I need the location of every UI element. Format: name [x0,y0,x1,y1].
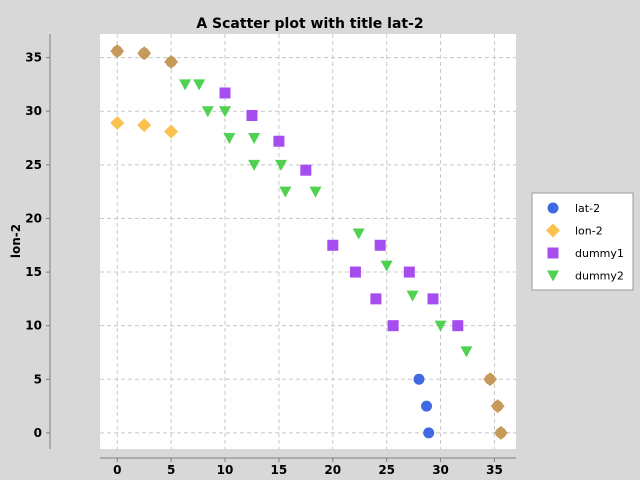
point-dummy2 [380,260,393,272]
legend-label-dummy2: dummy2 [575,270,624,283]
point-dummy1 [327,239,339,251]
y-tick-label: 35 [25,51,42,65]
point-dummy1 [273,135,285,147]
point-dummy2 [179,79,192,91]
y-tick-label: 0 [34,426,42,440]
y-tick-label: 25 [25,158,42,172]
point-lon-2 [137,46,152,61]
point-dummy1 [349,266,361,278]
point-dummy2 [201,106,214,118]
point-dummy1 [246,109,258,121]
point-dummy2 [193,79,206,91]
point-dummy2 [275,159,288,171]
y-tick-label: 10 [25,319,42,333]
point-lat-2 [421,400,433,412]
point-lon-2 [493,425,508,440]
x-tick-label: 0 [113,463,121,477]
y-tick-label: 30 [25,104,42,118]
x-ticks: 0 5 10 15 20 25 30 35 [113,458,503,477]
legend: lat-2 lon-2 dummy1 dummy2 [531,192,634,291]
chart-title: A Scatter plot with title lat-2 [196,16,423,32]
point-dummy2 [223,133,236,145]
point-lon-2 [164,54,179,69]
point-dummy2 [219,106,232,118]
point-dummy2 [352,228,365,240]
legend-label-lon-2: lon-2 [575,225,603,238]
plot-area [100,34,516,449]
point-lon-2 [490,399,505,414]
point-dummy2 [279,186,292,198]
legend-marker-dummy1 [547,247,559,259]
data-points [110,44,508,440]
point-dummy2 [460,346,473,358]
y-tick-label: 15 [25,265,42,279]
point-dummy1 [387,320,399,332]
point-lon-2 [110,44,125,59]
y-ticks: 0 5 10 15 20 25 30 35 [25,51,50,440]
point-lat-2 [413,373,425,385]
point-dummy1 [374,239,386,251]
point-dummy2 [248,133,261,145]
x-tick-label: 5 [167,463,175,477]
legend-marker-lon-2 [546,223,560,238]
point-dummy1 [403,266,415,278]
point-dummy1 [219,87,231,99]
x-tick-label: 25 [378,463,395,477]
point-dummy2 [309,186,322,198]
point-lon-2 [164,124,179,139]
axes [49,34,516,459]
point-dummy1 [427,293,439,305]
x-tick-label: 20 [324,463,341,477]
point-dummy2 [248,159,261,171]
x-tick-label: 35 [486,463,503,477]
x-tick-label: 10 [217,463,234,477]
legend-marker-dummy2 [547,270,559,282]
legend-label-dummy1: dummy1 [575,247,624,260]
point-dummy2 [406,290,419,302]
x-tick-label: 30 [432,463,449,477]
point-dummy1 [370,293,382,305]
y-tick-label: 20 [25,211,42,225]
legend-marker-lat-2 [547,202,559,214]
legend-label-lat-2: lat-2 [575,202,600,215]
y-axis-title: lon-2 [9,224,23,258]
point-dummy1 [452,320,464,332]
y-tick-label: 5 [34,372,42,386]
point-lon-2 [483,372,498,387]
point-lon-2 [110,116,125,131]
point-lat-2 [423,427,435,439]
x-tick-label: 15 [271,463,288,477]
point-lon-2 [137,118,152,133]
point-dummy2 [434,320,447,332]
point-dummy1 [300,164,312,176]
